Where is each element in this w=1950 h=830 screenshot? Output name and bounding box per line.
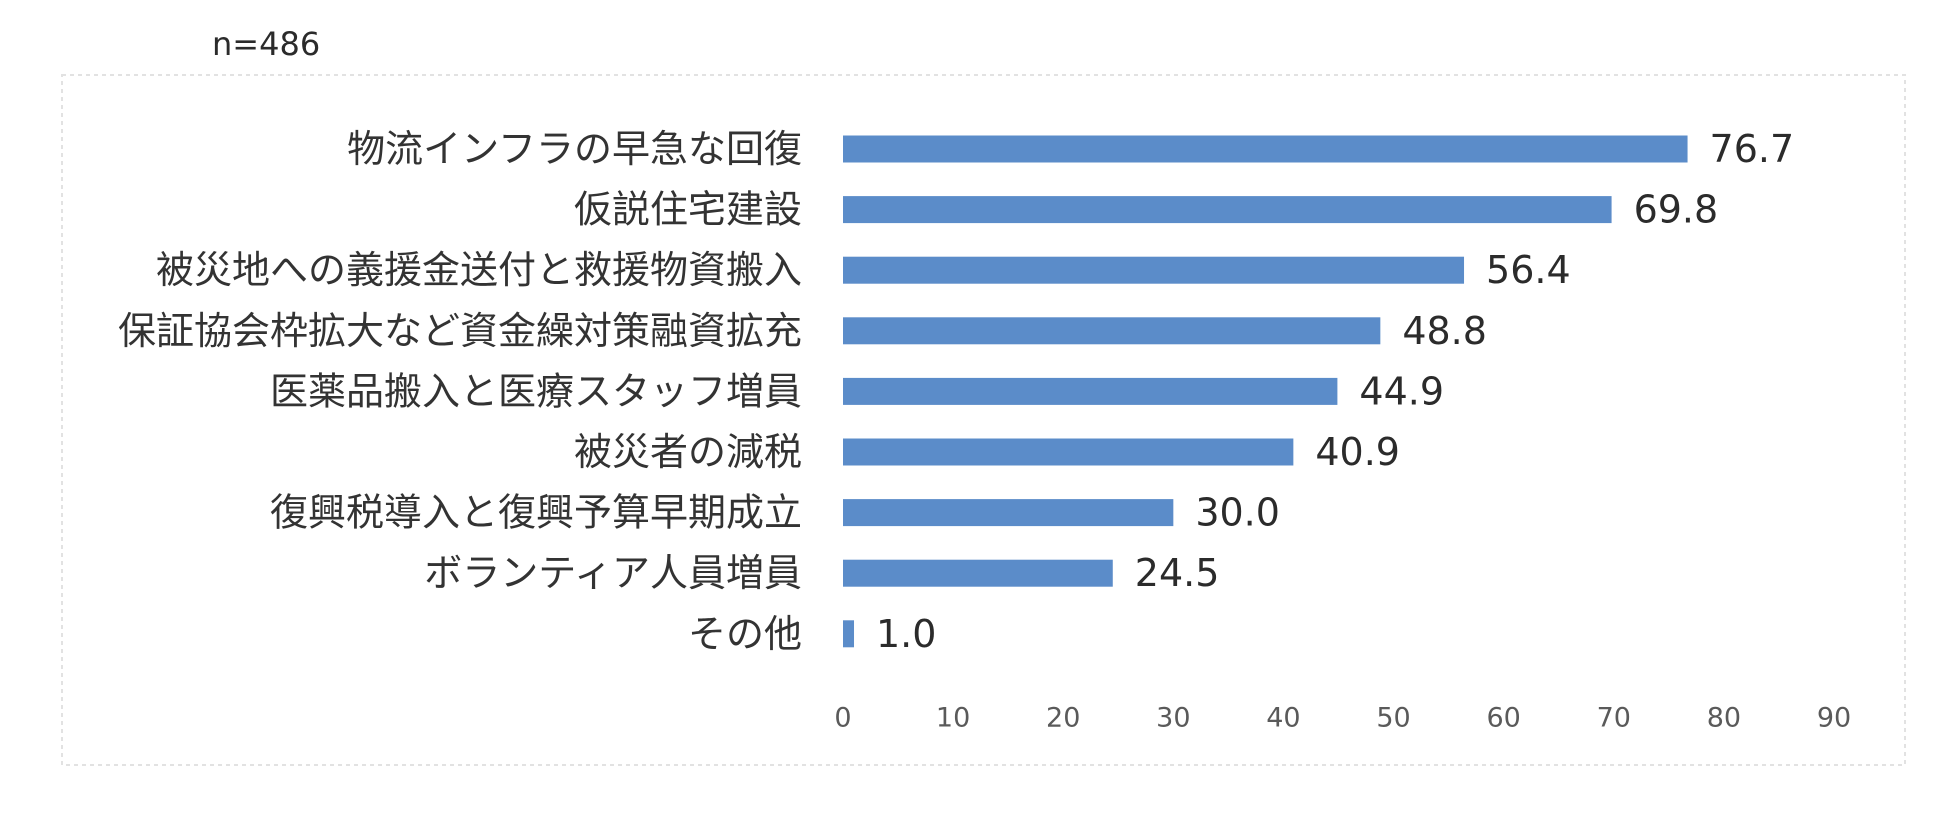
plot-frame [61,74,1906,766]
x-tick-label: 90 [1817,703,1851,734]
data-label: 24.5 [1135,551,1220,595]
bar [843,377,1338,405]
x-tick-label: 20 [1046,703,1080,734]
bar [843,438,1294,466]
category-label: 復興税導入と復興予算早期成立 [270,491,802,535]
data-label: 56.4 [1486,248,1571,292]
bar [843,135,1688,163]
x-tick-label: 40 [1266,703,1300,734]
x-tick-label: 30 [1156,703,1190,734]
category-label: ボランティア人員増員 [424,551,802,595]
x-tick-label: 50 [1376,703,1410,734]
data-label: 76.7 [1710,127,1795,171]
data-label: 48.8 [1402,309,1487,353]
bar [843,620,855,648]
category-label: 被災地への義援金送付と救援物資搬入 [156,248,802,292]
category-label: 被災者の減税 [574,430,802,474]
x-tick-label: 80 [1707,703,1741,734]
category-label: 保証協会枠拡大など資金繰対策融資拡充 [118,309,802,353]
x-tick-label: 0 [834,703,851,734]
data-label: 69.8 [1634,188,1719,232]
bar [843,317,1381,345]
x-tick-label: 10 [936,703,970,734]
category-label: その他 [688,612,802,656]
sample-size-note: n=486 [212,25,320,63]
category-label: 仮説住宅建設 [574,188,802,232]
x-tick-label: 70 [1597,703,1631,734]
bar [843,256,1465,284]
category-label: 医薬品搬入と医療スタッフ増員 [270,369,802,413]
data-label: 1.0 [876,612,936,656]
data-label: 40.9 [1315,430,1400,474]
data-label: 44.9 [1359,369,1444,413]
data-label: 30.0 [1195,491,1280,535]
category-label: 物流インフラの早急な回復 [347,127,802,171]
bar [843,499,1174,527]
bar [843,559,1113,587]
x-tick-label: 60 [1486,703,1520,734]
bar [843,196,1612,224]
